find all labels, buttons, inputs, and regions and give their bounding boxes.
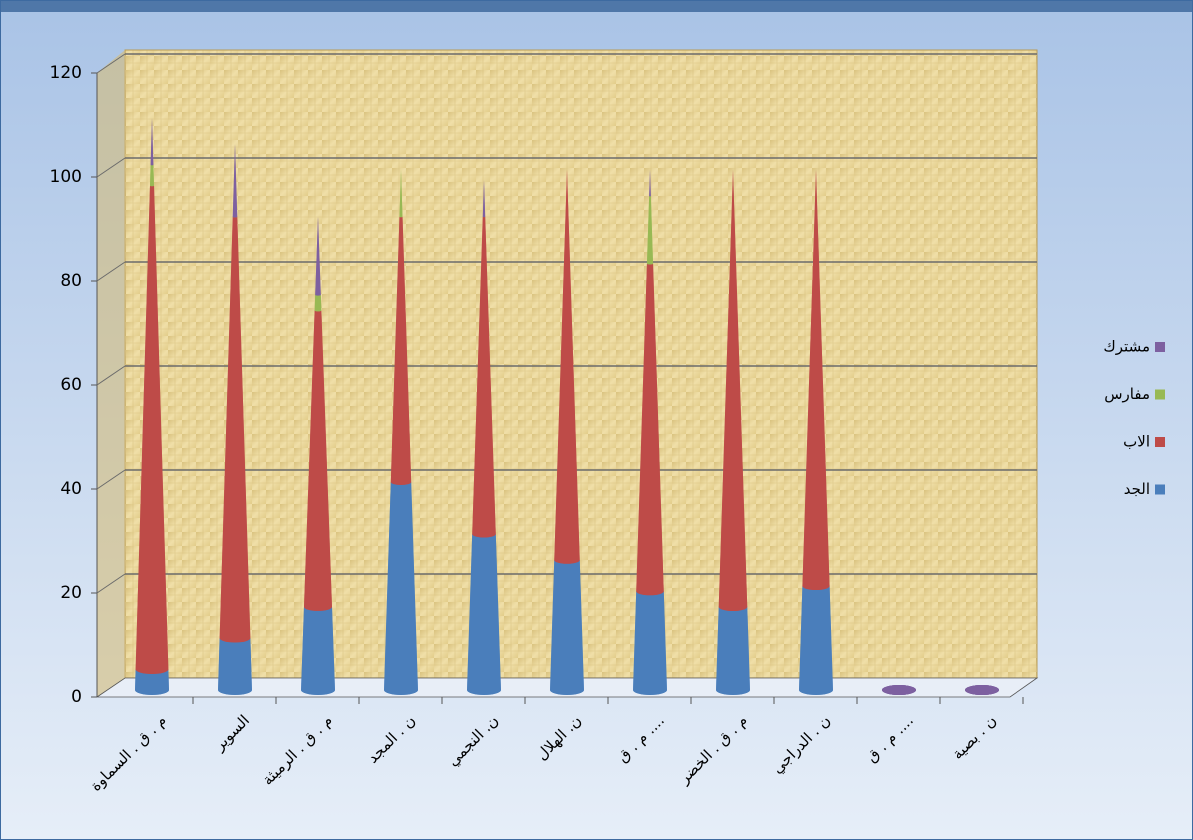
legend-label: الاب	[1123, 433, 1150, 451]
cone-shade	[384, 482, 418, 696]
cone-shade	[135, 185, 169, 675]
legend-swatch	[1155, 389, 1165, 400]
cone-shade	[799, 586, 833, 696]
y-tick-label: 100	[50, 167, 82, 187]
cone-shade	[150, 118, 154, 166]
y-tick-label: 80	[60, 271, 82, 291]
cone-shade	[633, 591, 667, 696]
cone-shade	[219, 216, 251, 643]
legend-label: مشترك	[1103, 338, 1150, 356]
grid-line-side	[96, 157, 126, 178]
legend-swatch	[1155, 437, 1165, 447]
cone-shade	[467, 534, 501, 696]
legend-label: مفارس	[1104, 385, 1150, 403]
legend-label: الجد	[1124, 480, 1150, 498]
y-tick-label: 40	[60, 479, 82, 499]
grid	[91, 53, 1037, 704]
cone-shade	[390, 216, 412, 486]
cone-shade	[315, 216, 321, 296]
y-tick-label: 20	[60, 583, 82, 603]
cone-shade	[314, 294, 322, 312]
side-wall	[97, 50, 125, 697]
y-tick-label: 60	[60, 375, 82, 395]
cone-base	[882, 685, 916, 695]
cones	[135, 118, 999, 696]
cone-shade	[303, 310, 333, 611]
cone-shade	[550, 560, 584, 696]
grid-line-side	[96, 261, 126, 282]
cone-shade	[802, 170, 830, 591]
cone-shade	[232, 144, 238, 218]
cone-shade	[636, 263, 664, 596]
cone-shade	[149, 164, 155, 187]
cone-shade	[472, 216, 496, 538]
top-bar	[0, 0, 1193, 12]
cone-shade	[649, 170, 651, 197]
grid-line-side	[96, 469, 126, 490]
grid-line-side	[96, 365, 126, 386]
cone-shade	[482, 180, 486, 218]
cone-shade	[218, 638, 252, 696]
cone-shade	[718, 170, 748, 612]
back-wall	[124, 49, 1038, 679]
y-tick-label: 0	[71, 687, 82, 707]
y-tick-label: 120	[50, 63, 82, 83]
cone-base	[965, 685, 999, 695]
grid-line-side	[96, 573, 126, 594]
cone-shade	[716, 606, 750, 696]
grid-line-side	[96, 53, 126, 74]
cone-shade	[301, 606, 335, 696]
legend-swatch	[1155, 342, 1165, 352]
cone-shade	[554, 170, 580, 564]
cone-shade	[135, 669, 169, 696]
cone-shade	[646, 196, 654, 265]
cone-shade	[399, 170, 403, 218]
legend-swatch	[1155, 484, 1165, 495]
